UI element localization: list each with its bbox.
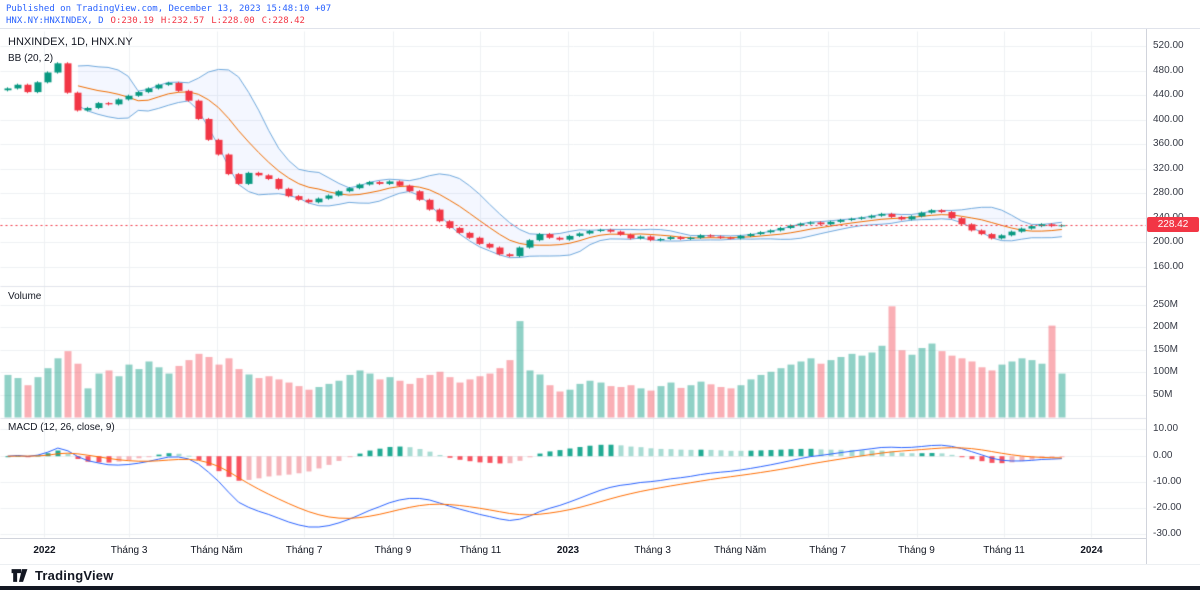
axis-label: 150M [1153,343,1179,355]
axis-label: -10.00 [1153,475,1182,487]
time-axis-label: 2023 [556,545,580,556]
axis-label: 200M [1153,321,1179,333]
ohlc-token: O:230.19 [110,16,154,26]
symbol-interval-text: HNX.NY:HNXINDEX, D [6,16,104,26]
chart-region: HNXINDEX, 1D, HNX.NY BB (20, 2) Volume M… [0,28,1200,564]
time-axis-label: Tháng 3 [110,545,148,556]
volume-indicator-label[interactable]: Volume [8,291,42,302]
price-chart-canvas[interactable] [0,29,1146,539]
last-price-badge: 228.42 [1147,216,1199,232]
tradingview-logo-icon[interactable] [10,566,29,585]
symbol-ohlc-line: HNX.NY:HNXINDEX, D O:230.19 H:232.57 L:228.… [6,15,1200,27]
axis-label: 440.00 [1153,89,1184,101]
axis-label: 0.00 [1153,449,1173,461]
axis-label: 10.00 [1153,423,1179,435]
axis-divider [1146,29,1147,564]
chart-legend: HNXINDEX, 1D, HNX.NY BB (20, 2) [8,36,133,64]
time-axis-label: Tháng 9 [898,545,935,556]
axis-label: 480.00 [1153,64,1184,76]
axis-label: 200.00 [1153,236,1184,248]
time-axis[interactable]: 2022 Tháng 3 Tháng Năm Tháng 7 Tháng 9 Tháng … [0,538,1146,565]
time-axis-label: Tháng 11 [459,545,502,556]
axis-label: 250M [1153,298,1179,310]
bb-indicator-label[interactable]: BB (20, 2) [8,53,54,64]
published-line: Published on TradingView.com, December 1… [6,4,332,14]
macd-indicator-label[interactable]: MACD (12, 26, close, 9) [8,422,115,433]
axis-label: 360.00 [1153,138,1184,150]
ohlc-token: L:228.00 [211,16,255,26]
tradingview-brand[interactable]: TradingView [35,568,114,583]
ohlc-token: H:232.57 [160,16,205,26]
footer: TradingView [0,564,1200,586]
bottom-strip [0,586,1200,590]
time-axis-label: Tháng Năm [190,545,243,556]
axis-label: 400.00 [1153,113,1184,125]
axis-label: 520.00 [1153,40,1184,52]
time-axis-label: Tháng 7 [809,545,846,556]
axis-label: -20.00 [1153,502,1182,514]
axis-label: -30.00 [1153,528,1182,540]
axis-label: 280.00 [1153,187,1184,199]
symbol-legend[interactable]: HNXINDEX, 1D, HNX.NY [8,36,133,48]
time-axis-label: 2024 [1080,545,1103,556]
time-axis-label: Tháng 3 [634,545,671,556]
time-axis-label: Tháng Năm [713,545,767,556]
ohlc-token: C:228.42 [261,16,305,26]
time-axis-label: 2022 [33,545,56,556]
ohlc-values: O:230.19 H:232.57 L:228.00 C:228.42 [104,16,305,26]
axis-label: 100M [1153,366,1179,378]
publish-header: Published on TradingView.com, December 1… [0,0,1200,28]
time-axis-label: Tháng 7 [285,545,323,556]
axis-label: 320.00 [1153,162,1184,174]
axis-label: 160.00 [1153,260,1184,272]
axis-label: 50M [1153,388,1173,400]
time-axis-label: Tháng 9 [374,545,412,556]
time-axis-label: Tháng 11 [983,545,1025,556]
